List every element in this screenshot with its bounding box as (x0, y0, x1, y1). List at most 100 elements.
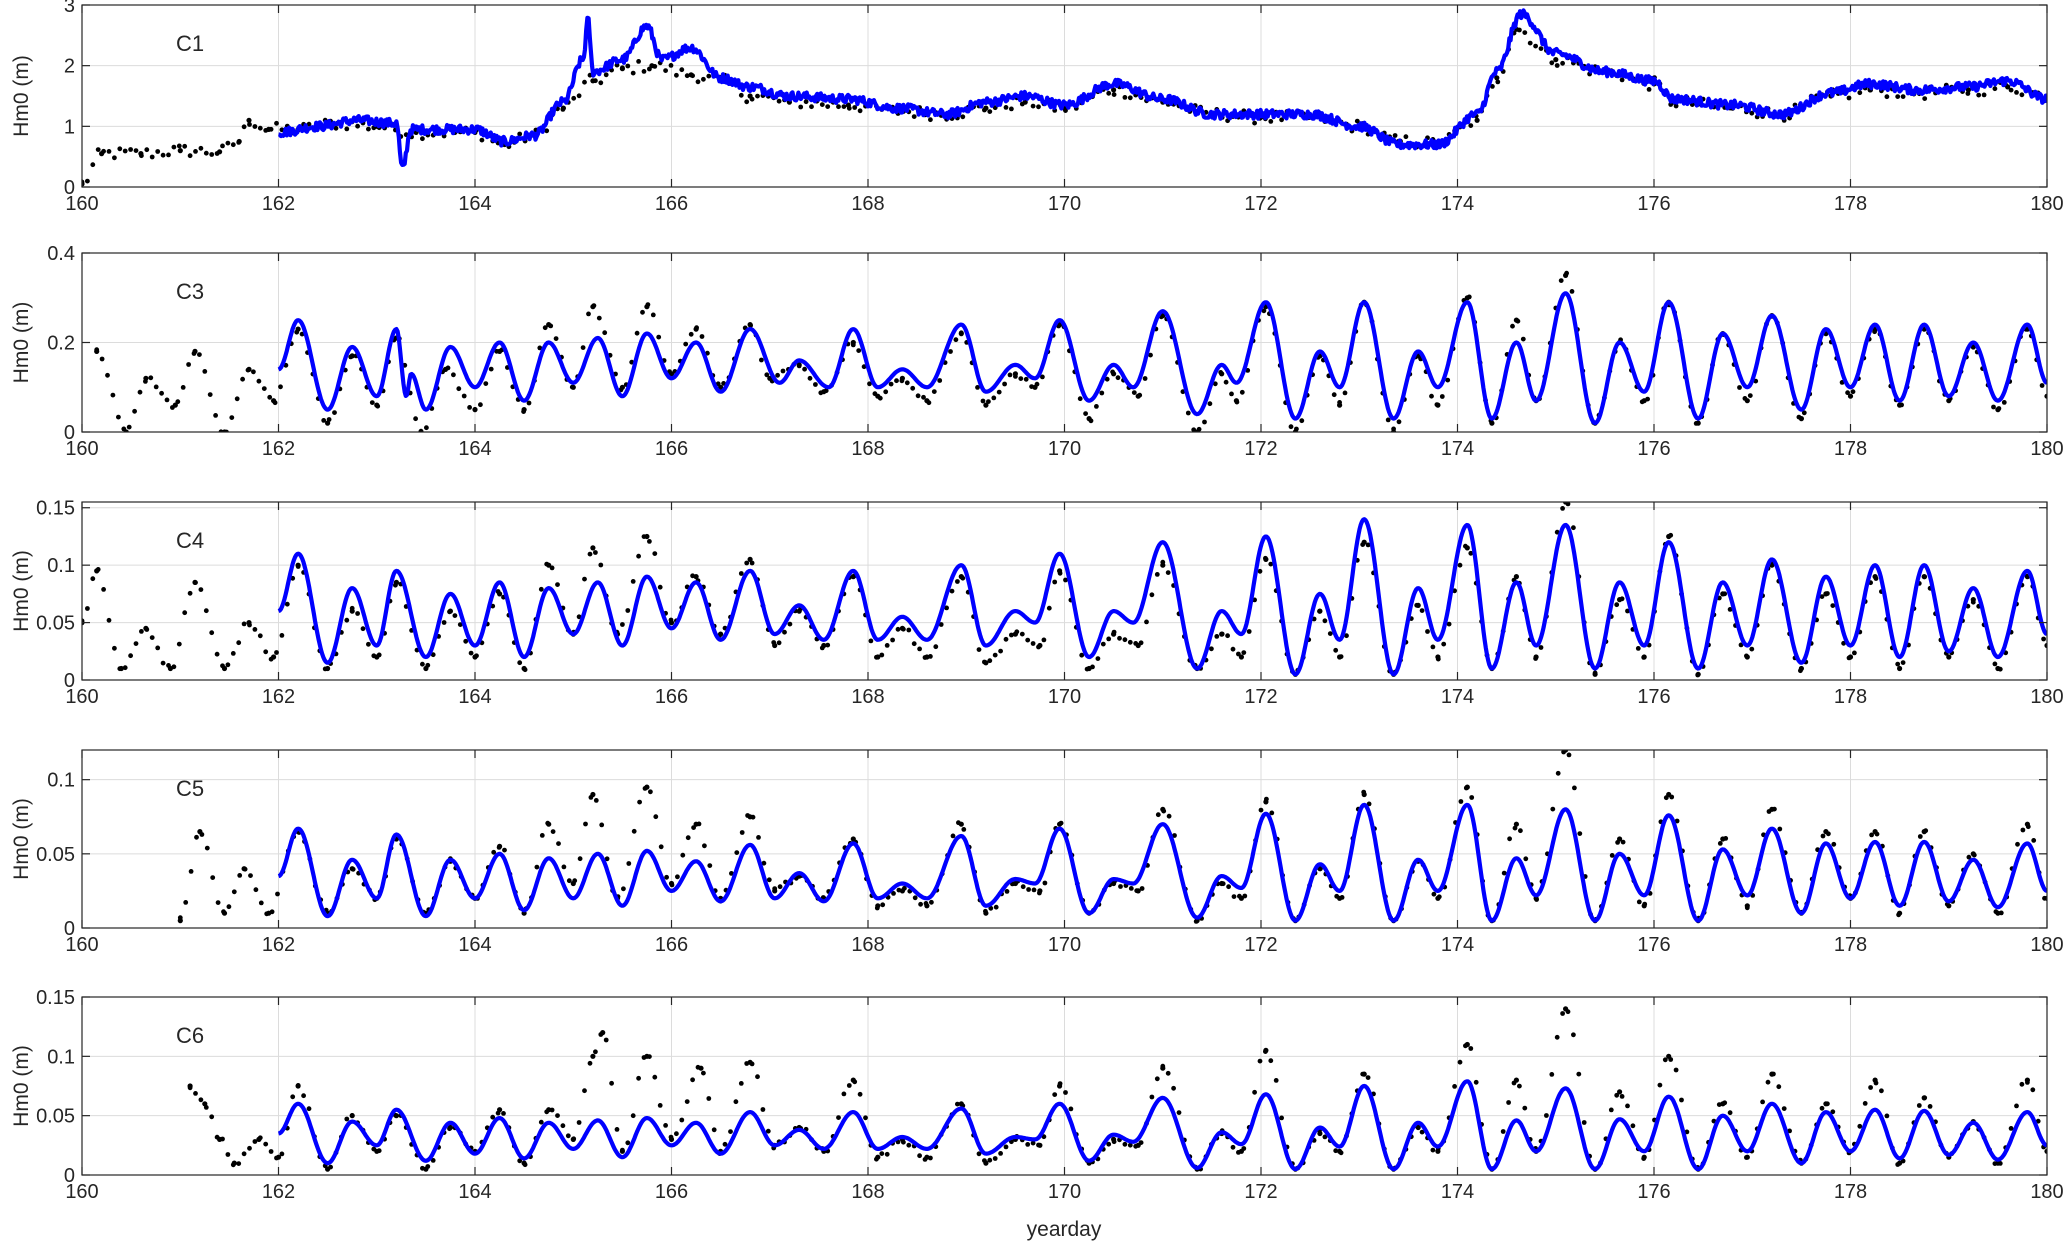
observed-point (1970, 597, 1976, 603)
observed-point (836, 1115, 841, 1120)
observed-point (867, 381, 872, 387)
observed-point (733, 1099, 739, 1105)
observed-point (602, 330, 608, 336)
observed-point (570, 1136, 576, 1142)
observed-point (2044, 895, 2047, 901)
observed-point (841, 1091, 847, 1097)
x-tick-label: 174 (1441, 1181, 1474, 1203)
observed-point (980, 398, 986, 404)
observed-point (333, 125, 339, 131)
observed-point (521, 407, 527, 413)
observed-point (614, 1127, 620, 1132)
observed-point (729, 871, 734, 876)
observed-point (1419, 608, 1425, 613)
observed-point (1127, 639, 1133, 645)
observed-point (1619, 77, 1625, 83)
observed-point (674, 1131, 679, 1137)
observed-point (203, 150, 209, 156)
observed-point (1831, 841, 1837, 847)
observed-point (647, 539, 652, 544)
observed-point (1009, 632, 1014, 638)
observed-point (1214, 634, 1220, 639)
observed-point (1727, 607, 1733, 612)
x-tick-label: 168 (851, 1181, 884, 1203)
observed-point (99, 151, 105, 157)
observed-point (856, 348, 862, 353)
observed-point (1172, 833, 1177, 838)
x-tick-label: 164 (458, 934, 491, 956)
ticks-c3 (81, 252, 2048, 433)
observed-point (744, 560, 750, 566)
observed-point (1148, 352, 1153, 358)
observed-point (560, 1123, 566, 1129)
observed-point (609, 1080, 614, 1086)
observed-point (649, 63, 655, 69)
observed-point (1337, 1148, 1343, 1154)
observed-point (1252, 120, 1257, 126)
observed-point (1292, 429, 1298, 432)
observed-point (1212, 381, 1218, 387)
observed-point (1040, 374, 1045, 380)
observed-point (1464, 784, 1470, 790)
observed-point (929, 899, 934, 905)
observed-point (924, 654, 930, 660)
x-tick-label: 180 (2030, 438, 2063, 460)
x-tick-label: 170 (1048, 193, 1081, 215)
observed-point (517, 1158, 523, 1164)
observed-point (924, 398, 930, 404)
observed-point (2024, 1077, 2030, 1083)
observed-point (728, 1129, 733, 1134)
observed-point (1025, 1142, 1031, 1147)
observed-point (668, 1136, 675, 1142)
observed-point (1474, 117, 1480, 123)
observed-point (1921, 1095, 1927, 1101)
observed-point (875, 1154, 881, 1160)
observed-point (937, 378, 943, 383)
observed-point (256, 378, 262, 384)
x-tick-label: 172 (1244, 686, 1277, 708)
observed-point (1572, 785, 1577, 791)
observed-point (1365, 542, 1371, 548)
observed-point (194, 834, 199, 840)
observed-point (976, 1151, 982, 1157)
observed-point (1079, 652, 1085, 658)
observed-point (1533, 654, 1539, 660)
observed-point (295, 562, 301, 568)
observed-point (975, 385, 980, 390)
observed-point (998, 648, 1003, 654)
observed-point (1106, 636, 1112, 642)
observed-point (214, 651, 220, 657)
observed-point (1207, 401, 1213, 407)
observed-point (1299, 418, 1305, 424)
observed-point (85, 178, 90, 184)
observed-point (593, 550, 598, 555)
observed-point (931, 389, 937, 394)
observed-point (106, 617, 112, 623)
observed-point (1176, 1110, 1182, 1115)
y-tick-label: 0.15 (36, 987, 75, 1009)
observed-point (991, 395, 997, 401)
observed-point (796, 362, 802, 368)
observed-point (349, 608, 355, 614)
observed-point (992, 652, 998, 658)
observed-point (983, 402, 989, 408)
observed-point (187, 153, 193, 159)
observed-point (2001, 400, 2007, 405)
observed-point (1083, 411, 1088, 416)
observed-point (215, 900, 221, 905)
observed-point (880, 902, 886, 908)
y-tick-label: 0.4 (47, 243, 75, 265)
observed-point (987, 1157, 993, 1163)
observed-point (846, 1083, 852, 1088)
observed-point (2031, 838, 2037, 843)
observed-point (1657, 1082, 1663, 1088)
observed-point (1226, 884, 1231, 890)
observed-point (1202, 419, 1207, 425)
observed-point (1004, 889, 1010, 894)
observed-point (479, 137, 485, 143)
observed-point (128, 653, 134, 659)
x-tick-label: 160 (65, 193, 98, 215)
observed-point (246, 117, 252, 123)
observed-point (621, 886, 626, 892)
observed-point (668, 880, 675, 887)
